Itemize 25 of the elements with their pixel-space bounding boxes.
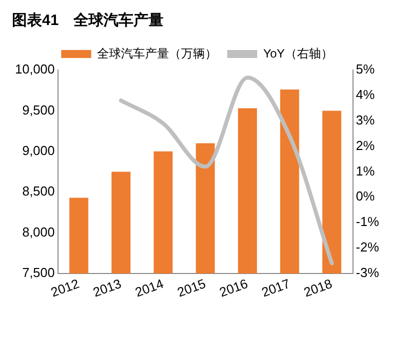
line-series (119, 76, 334, 266)
y-tick-label: 10,000 (14, 62, 55, 77)
y2-tick-label: 0% (356, 188, 376, 204)
x-tick-label: 2016 (217, 276, 250, 300)
chart-title: 图表41 全球汽车产量 (12, 11, 164, 30)
y2-tick-label: -2% (356, 240, 380, 255)
y-tick-label: 8,500 (22, 184, 55, 199)
y2-tick-label: -3% (356, 265, 380, 280)
x-tick-label: 2017 (260, 276, 292, 300)
legend-label: 全球汽车产量（万辆） (97, 46, 218, 60)
y2-tick-label: 5% (356, 62, 376, 77)
x-tick-label: 2018 (302, 276, 334, 300)
y-tick-label: 8,000 (22, 224, 55, 240)
x-tick-label: 2015 (175, 276, 208, 300)
legend-label: YoY（右轴） (263, 46, 333, 60)
y-tick-label: 9,500 (22, 102, 55, 118)
x-tick-label: 2014 (133, 276, 166, 300)
y2-tick-label: 1% (356, 163, 376, 178)
y2-tick-label: -1% (356, 214, 380, 230)
y2-tick-label: 2% (356, 138, 376, 153)
x-tick-label: 2013 (90, 276, 124, 300)
y-tick-label: 7,500 (22, 265, 55, 280)
y-tick-label: 9,000 (22, 142, 55, 158)
y2-tick-label: 4% (356, 87, 376, 102)
y2-tick-label: 3% (356, 112, 376, 128)
